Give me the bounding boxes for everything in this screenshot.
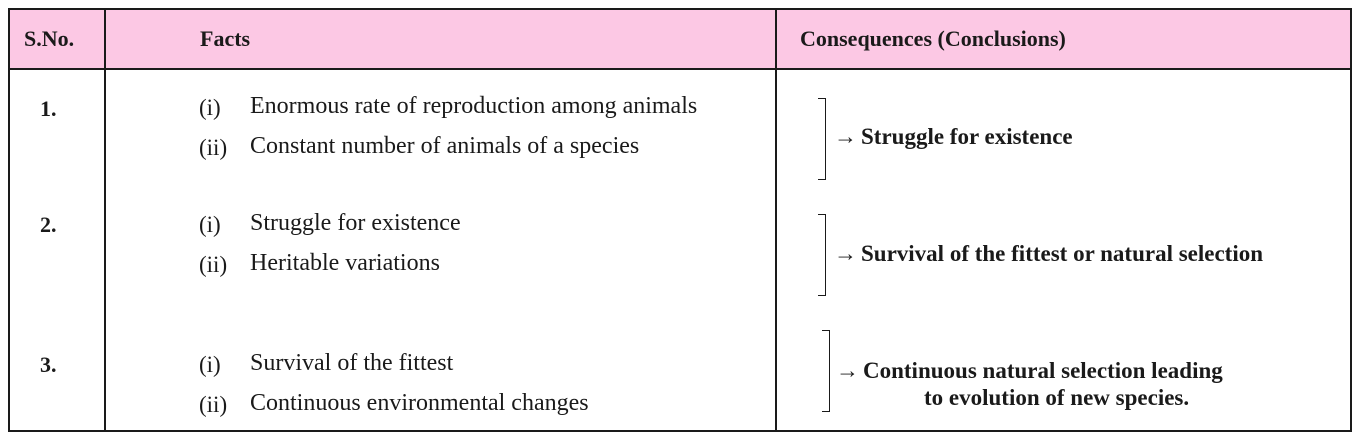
- row-2-fact-1-num: (i): [199, 212, 221, 237]
- row-2-sno: 2.: [40, 212, 57, 237]
- arrow-right-icon: →: [834, 241, 857, 266]
- row-2-conclusion-text: Survival of the fittest or natural selec…: [861, 241, 1264, 266]
- row-3-conclusion-line-1: → Continuous natural selection leading: [836, 358, 1223, 384]
- row-1-fact-2-num: (ii): [199, 135, 228, 160]
- table-header: [10, 10, 1350, 70]
- row-2-fact-2-num: (ii): [199, 252, 228, 277]
- row-2-conclusion: → Survival of the fittest or natural sele…: [834, 241, 1263, 267]
- header-consequences: Consequences (Conclusions): [800, 26, 1066, 51]
- row-3-conclusion-text-1: Continuous natural selection leading: [863, 358, 1223, 383]
- row-3-fact-1-num: (i): [199, 352, 221, 377]
- facts-conclusions-table: S.No. Facts Consequences (Conclusions) 1…: [8, 8, 1352, 432]
- header-sno: S.No.: [24, 26, 75, 51]
- row-1-conclusion: → Struggle for existence: [834, 124, 1073, 150]
- row-1-sno: 1.: [40, 96, 57, 121]
- row-1-bracket: [818, 98, 826, 180]
- row-1-conclusion-text: Struggle for existence: [861, 124, 1073, 149]
- column-divider-facts: [775, 10, 777, 430]
- row-3-bracket: [822, 330, 830, 412]
- row-2-fact-1: Struggle for existence: [250, 210, 461, 236]
- row-3-sno: 3.: [40, 352, 57, 377]
- header-facts: Facts: [200, 26, 251, 51]
- row-3-conclusion-line-2: to evolution of new species.: [924, 385, 1190, 410]
- arrow-right-icon: →: [836, 358, 859, 383]
- row-2-fact-2: Heritable variations: [250, 250, 440, 276]
- row-3-fact-2: Continuous environmental changes: [250, 390, 589, 416]
- row-3-fact-1: Survival of the fittest: [250, 350, 454, 376]
- row-3-fact-2-num: (ii): [199, 392, 228, 417]
- arrow-right-icon: →: [834, 124, 857, 149]
- row-1-fact-1-num: (i): [199, 95, 221, 120]
- column-divider-sno: [104, 10, 106, 430]
- row-2-bracket: [818, 214, 826, 296]
- row-1-fact-1: Enormous rate of reproduction among anim…: [250, 93, 698, 119]
- row-1-fact-2: Constant number of animals of a species: [250, 133, 640, 159]
